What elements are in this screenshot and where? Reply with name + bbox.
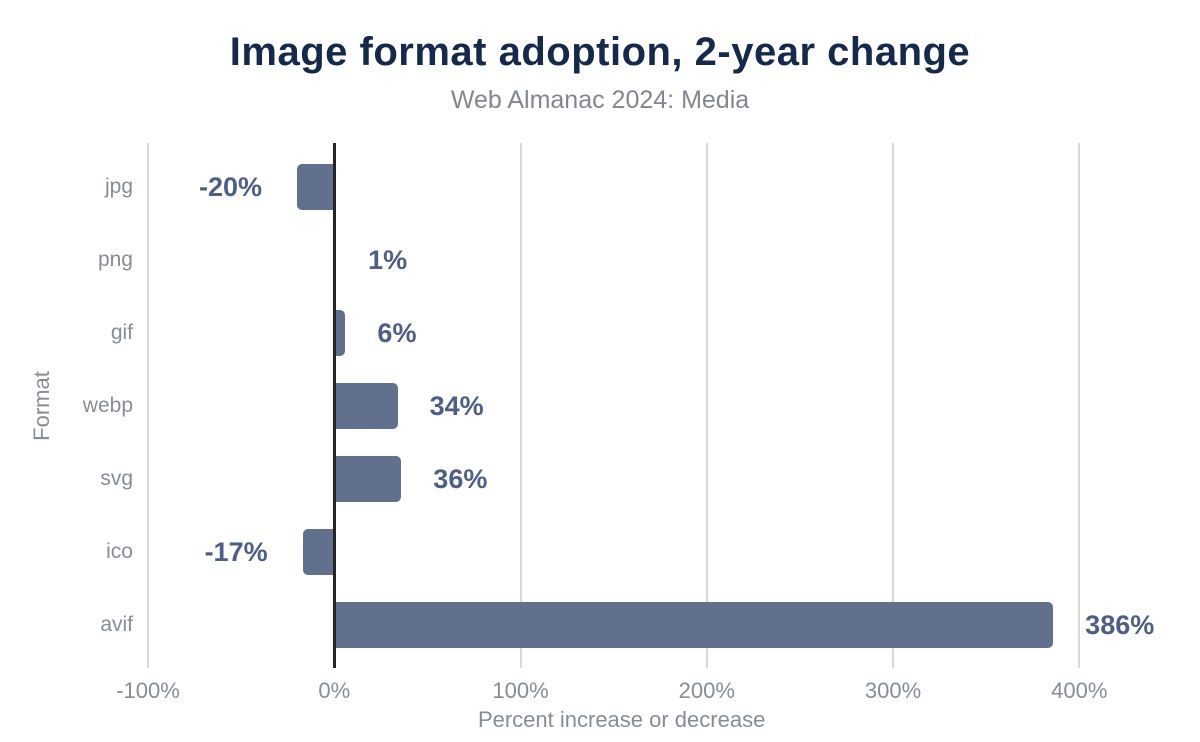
category-label-ico: ico: [106, 540, 133, 564]
x-tick-label: 100%: [492, 678, 549, 703]
value-label-webp: 34%: [429, 391, 484, 421]
value-label-gif: 6%: [377, 317, 417, 348]
bar-webp: [334, 383, 398, 429]
value-label-avif: 386%: [1085, 610, 1155, 641]
x-tick-label: 300%: [864, 678, 922, 703]
gridline-200%: [705, 143, 708, 668]
x-tick-label: -100%: [116, 678, 180, 703]
x-tick-label: 0%: [318, 678, 351, 703]
x-axis-title: Percent increase or decrease: [477, 707, 766, 732]
category-label-gif: gif: [110, 320, 133, 344]
category-label-avif: avif: [100, 613, 133, 637]
bar-avif: [334, 602, 1054, 649]
x-tick-label: 400%: [1051, 678, 1108, 703]
value-label-svg: 36%: [433, 464, 488, 495]
gridline-100%: [519, 143, 522, 668]
category-label-svg: svg: [100, 467, 133, 491]
gridline--100%: [147, 143, 149, 668]
bar-svg: [334, 456, 402, 503]
gridline-400%: [1078, 143, 1081, 668]
bar-gif: [334, 309, 346, 356]
chart-subtitle: Web Almanac 2024: Media: [450, 86, 750, 114]
gridline-300%: [892, 143, 894, 668]
value-label-jpg: -20%: [198, 171, 262, 202]
category-label-png: png: [97, 247, 133, 271]
bar-ico: [302, 529, 335, 576]
bar-jpg: [297, 163, 335, 210]
chart-title: Image format adoption, 2-year change: [229, 30, 971, 74]
value-label-png: 1%: [368, 244, 408, 275]
category-label-jpg: jpg: [104, 174, 133, 198]
value-label-ico: -17%: [204, 537, 268, 568]
x-tick-label: 200%: [678, 678, 735, 703]
category-label-webp: webp: [82, 394, 133, 417]
zero-baseline: [333, 143, 337, 668]
